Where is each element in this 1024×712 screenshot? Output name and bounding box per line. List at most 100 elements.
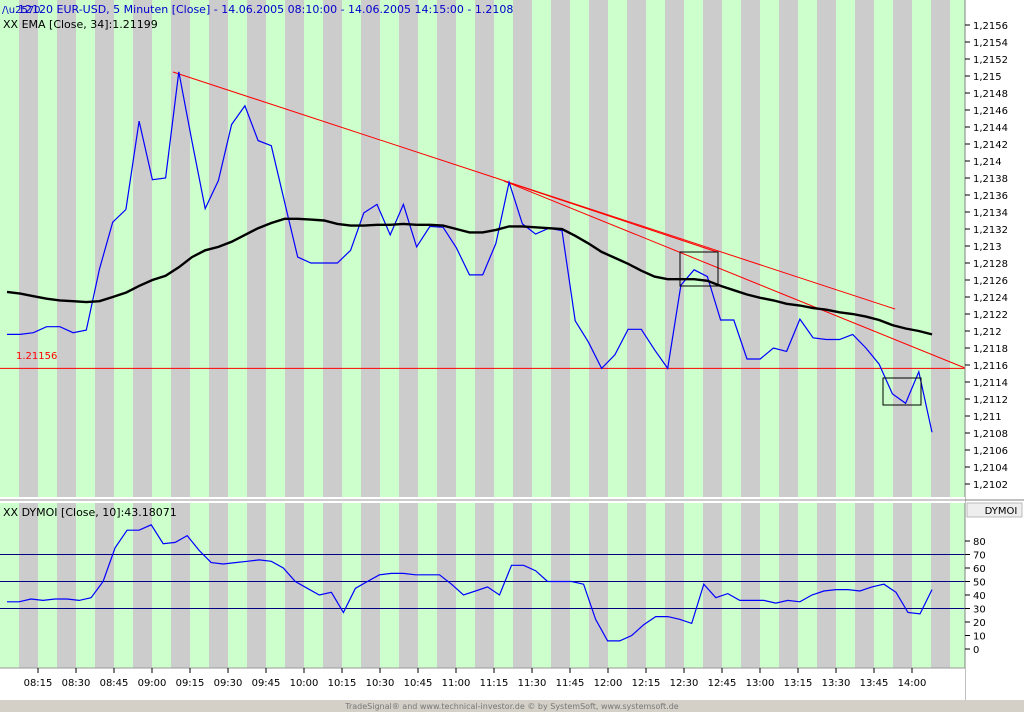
y-tick-label: 80	[973, 537, 986, 548]
y-tick-label: 30	[973, 605, 986, 616]
time-band	[380, 503, 399, 668]
y-tick-label: 1,2134	[973, 208, 1008, 219]
y-tick-label: 1,2124	[973, 293, 1008, 304]
time-band	[646, 0, 665, 497]
x-tick-label: 09:45	[252, 678, 281, 689]
x-tick-label: 10:00	[290, 678, 319, 689]
y-tick-label: 1,2148	[973, 89, 1008, 100]
x-tick-label: 09:30	[214, 678, 243, 689]
time-band	[608, 0, 627, 497]
y-tick-label: 1,2126	[973, 276, 1008, 287]
time-band	[209, 0, 228, 497]
time-band	[798, 503, 817, 668]
time-band	[798, 0, 817, 497]
dymoi-panel	[0, 524, 965, 642]
y-tick-label: 1,2106	[973, 446, 1008, 457]
time-band	[418, 0, 437, 497]
time-band	[95, 0, 114, 497]
x-tick-label: 13:15	[784, 678, 813, 689]
y-tick-label: 1,2128	[973, 259, 1008, 270]
time-band	[228, 503, 247, 668]
trend-line	[503, 180, 966, 369]
y-tick-label: 1,2102	[973, 480, 1008, 491]
time-bands-lower	[0, 503, 965, 668]
time-band	[399, 0, 418, 497]
time-band	[266, 503, 285, 668]
time-band	[513, 0, 532, 497]
time-band	[532, 503, 551, 668]
time-x-axis: 08:15 08:30 08:45 09:00 09:15 09:30 09:45 10:00…	[24, 668, 926, 689]
x-tick-label: 08:45	[100, 678, 129, 689]
time-band	[741, 0, 760, 497]
time-band	[950, 0, 965, 497]
time-band	[760, 503, 779, 668]
time-band	[133, 0, 152, 497]
support-level-label: 1.21156	[16, 351, 57, 362]
time-band	[836, 503, 855, 668]
dymoi-series-line	[7, 524, 933, 642]
time-band	[57, 0, 76, 497]
time-band	[817, 503, 836, 668]
time-band	[475, 503, 494, 668]
y-tick-label: 10	[973, 632, 986, 643]
time-band	[304, 503, 323, 668]
y-axis-area	[965, 0, 1024, 712]
time-band	[209, 503, 228, 668]
highlight-box	[882, 377, 922, 406]
time-band	[779, 0, 798, 497]
time-band	[323, 0, 342, 497]
footer-bar	[0, 700, 1024, 712]
time-band	[418, 503, 437, 668]
time-band	[494, 0, 513, 497]
x-tick-label: 11:00	[442, 678, 471, 689]
time-band	[912, 503, 931, 668]
time-band	[874, 0, 893, 497]
time-band	[57, 503, 76, 668]
y-tick-label: 1,2108	[973, 429, 1008, 440]
x-tick-label: 13:00	[746, 678, 775, 689]
y-tick-label: 1,2118	[973, 344, 1008, 355]
time-band	[171, 503, 190, 668]
time-band	[912, 0, 931, 497]
time-band	[266, 0, 285, 497]
time-band	[247, 0, 266, 497]
time-band	[532, 0, 551, 497]
chart-header: /\u2570 12120 EUR-USD, 5 Minuten [Close]…	[2, 3, 513, 519]
y-tick-label: 50	[973, 578, 986, 589]
x-tick-label: 11:30	[518, 678, 547, 689]
time-band	[475, 0, 494, 497]
y-tick-label: 1,2112	[973, 395, 1008, 406]
x-tick-label: 09:00	[138, 678, 167, 689]
time-band	[760, 0, 779, 497]
time-band	[323, 503, 342, 668]
time-band	[456, 503, 475, 668]
y-tick-label: 1,214	[973, 157, 1002, 168]
time-band	[361, 503, 380, 668]
time-band	[589, 503, 608, 668]
trend-line	[503, 180, 718, 253]
y-tick-label: 70	[973, 551, 986, 562]
time-band	[646, 503, 665, 668]
x-tick-label: 08:30	[62, 678, 91, 689]
time-band	[665, 503, 684, 668]
time-band	[437, 0, 456, 497]
time-band	[247, 503, 266, 668]
time-band	[285, 0, 304, 497]
y-tick-label: 60	[973, 564, 986, 575]
time-band	[437, 503, 456, 668]
time-band	[304, 0, 323, 497]
dymoi-y-axis: 80 70 60 50 40 30 20 10 0	[965, 537, 986, 656]
y-tick-label: 1,2116	[973, 361, 1008, 372]
x-tick-label: 10:15	[328, 678, 357, 689]
price-panel	[0, 71, 966, 433]
time-band	[380, 0, 399, 497]
x-tick-label: 12:15	[632, 678, 661, 689]
time-band	[38, 0, 57, 497]
y-tick-label: 1,2146	[973, 106, 1008, 117]
time-band	[855, 503, 874, 668]
x-tick-label: 13:45	[860, 678, 889, 689]
x-tick-label: 08:15	[24, 678, 53, 689]
time-band	[950, 503, 965, 668]
time-band	[684, 0, 703, 497]
